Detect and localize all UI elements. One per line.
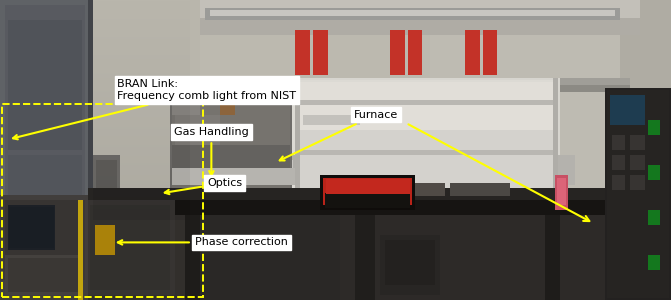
Text: Gas Handling: Gas Handling (174, 127, 249, 176)
Text: BRAN Link:
Frequency comb light from NIST: BRAN Link: Frequency comb light from NIS… (13, 79, 297, 139)
Bar (2, 103, 203, 297)
Text: Optics: Optics (165, 178, 242, 194)
Text: Phase correction: Phase correction (118, 237, 288, 248)
Text: Furnace: Furnace (280, 110, 398, 160)
